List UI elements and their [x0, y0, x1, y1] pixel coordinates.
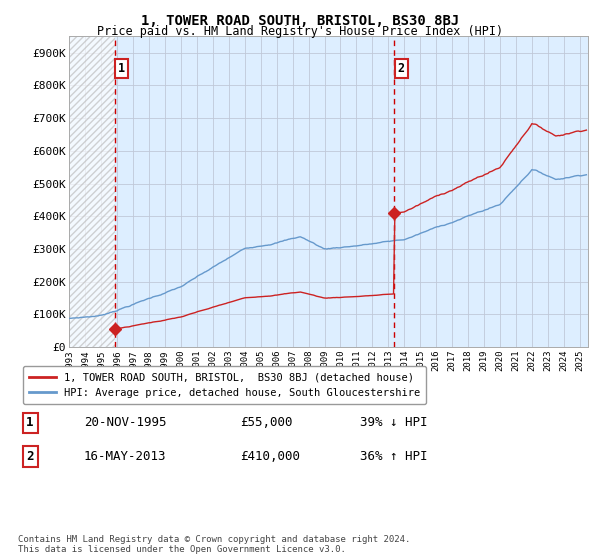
Text: 1, TOWER ROAD SOUTH, BRISTOL, BS30 8BJ: 1, TOWER ROAD SOUTH, BRISTOL, BS30 8BJ [141, 14, 459, 28]
Legend: 1, TOWER ROAD SOUTH, BRISTOL,  BS30 8BJ (detached house), HPI: Average price, de: 1, TOWER ROAD SOUTH, BRISTOL, BS30 8BJ (… [23, 366, 427, 404]
Text: £410,000: £410,000 [240, 450, 300, 463]
Text: 36% ↑ HPI: 36% ↑ HPI [360, 450, 427, 463]
Text: 39% ↓ HPI: 39% ↓ HPI [360, 416, 427, 430]
Text: 2: 2 [397, 62, 404, 76]
Text: 2: 2 [26, 450, 34, 463]
Text: 16-MAY-2013: 16-MAY-2013 [84, 450, 167, 463]
Text: 20-NOV-1995: 20-NOV-1995 [84, 416, 167, 430]
Text: Price paid vs. HM Land Registry's House Price Index (HPI): Price paid vs. HM Land Registry's House … [97, 25, 503, 38]
Text: £55,000: £55,000 [240, 416, 293, 430]
Text: 1: 1 [26, 416, 34, 430]
Text: Contains HM Land Registry data © Crown copyright and database right 2024.
This d: Contains HM Land Registry data © Crown c… [18, 535, 410, 554]
Text: 1: 1 [118, 62, 125, 76]
